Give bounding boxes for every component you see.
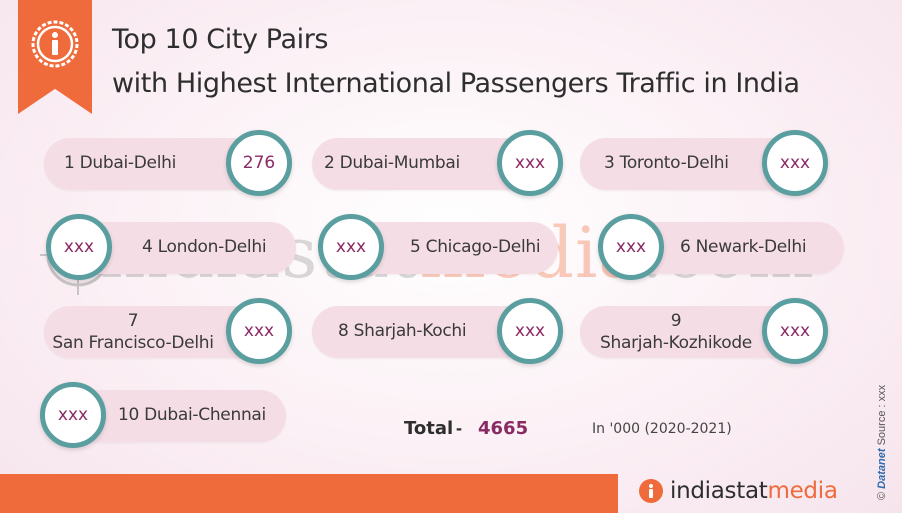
pair-value: xxx bbox=[598, 214, 664, 280]
pair-label: 1 Dubai-Delhi bbox=[64, 153, 177, 173]
pair-value: xxx bbox=[762, 298, 828, 364]
info-badge bbox=[18, 0, 92, 114]
total-value: 4665 bbox=[478, 418, 529, 439]
page-title: Top 10 City Pairs bbox=[112, 24, 329, 55]
total-separator: - bbox=[456, 418, 462, 438]
pair-label: 3 Toronto-Delhi bbox=[604, 153, 729, 173]
source-credit: © Datanet Source : xxx bbox=[876, 385, 888, 500]
datanet-brand: Datanet bbox=[876, 448, 888, 489]
logo-part-indiastat: indiastat bbox=[670, 478, 768, 504]
logo-part-media: media bbox=[767, 478, 838, 504]
pair-rank: 7 bbox=[127, 311, 139, 331]
pair-value: xxx bbox=[46, 214, 112, 280]
page-subtitle: with Highest International Passengers Tr… bbox=[112, 68, 800, 99]
footer-bar bbox=[0, 474, 618, 513]
pair-label: 8 Sharjah-Kochi bbox=[338, 321, 467, 341]
info-icon bbox=[639, 479, 663, 503]
pair-label: 5 Chicago-Delhi bbox=[410, 237, 541, 257]
pair-value: xxx bbox=[40, 382, 106, 448]
total-label: Total bbox=[404, 418, 454, 439]
pair-label: 2 Dubai-Mumbai bbox=[324, 153, 460, 173]
info-icon bbox=[31, 20, 79, 68]
pair-value: xxx bbox=[226, 298, 292, 364]
pair-value: 276 bbox=[226, 130, 292, 196]
pair-value: xxx bbox=[497, 298, 563, 364]
pair-label: 4 London-Delhi bbox=[142, 237, 267, 257]
pair-label: 7 San Francisco-Delhi bbox=[46, 310, 220, 354]
pair-value: xxx bbox=[318, 214, 384, 280]
pair-label: 6 Newark-Delhi bbox=[680, 237, 807, 257]
copyright-symbol: © bbox=[876, 491, 888, 500]
pair-rank: 9 bbox=[670, 311, 682, 331]
unit-note: In '000 (2020-2021) bbox=[592, 421, 732, 437]
pair-label: 10 Dubai-Chennai bbox=[118, 405, 266, 425]
footer-logo: indiastatmedia bbox=[638, 478, 838, 504]
pair-value: xxx bbox=[762, 130, 828, 196]
pair-city: San Francisco-Delhi bbox=[52, 333, 214, 353]
source-text: Source : xxx bbox=[876, 384, 888, 446]
pair-value: xxx bbox=[497, 130, 563, 196]
pair-city: Sharjah-Kozhikode bbox=[600, 333, 752, 353]
pair-label: 9 Sharjah-Kozhikode bbox=[590, 310, 762, 354]
